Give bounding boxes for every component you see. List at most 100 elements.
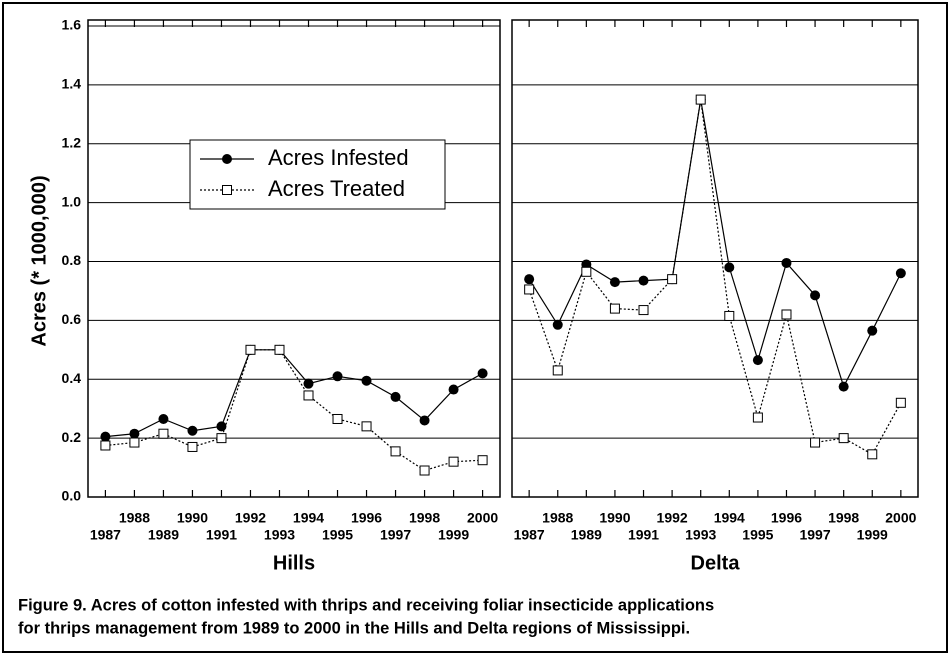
point (332, 413, 343, 424)
point (303, 390, 314, 401)
x-tick-label: 1992 (657, 510, 688, 526)
x-tick-label: 1988 (119, 510, 150, 526)
point (524, 284, 535, 295)
caption-line: for thrips management from 1989 to 2000 … (18, 619, 690, 637)
x-tick-label: 1994 (714, 510, 745, 526)
point (638, 305, 649, 316)
x-tick-label: 1997 (380, 527, 411, 543)
x-tick-label: 1995 (742, 527, 773, 543)
point (448, 384, 459, 395)
caption-line: Figure 9. Acres of cotton infested with … (18, 596, 714, 614)
x-tick-label: 1996 (351, 510, 382, 526)
x-tick-label: 1988 (542, 510, 573, 526)
point (724, 310, 735, 321)
point (303, 378, 314, 389)
x-axis-label: Delta (691, 552, 741, 574)
x-tick-label: 1996 (771, 510, 802, 526)
x-tick-label: 1998 (409, 510, 440, 526)
point (638, 275, 649, 286)
x-tick-label: 1989 (148, 527, 179, 543)
point (332, 371, 343, 382)
legend-label: Acres Infested (268, 145, 409, 170)
x-tick-label: 1999 (857, 527, 888, 543)
point (361, 375, 372, 386)
y-tick-label: 0.0 (62, 488, 82, 504)
point (448, 456, 459, 467)
point (477, 455, 488, 466)
point (752, 412, 763, 423)
point (390, 391, 401, 402)
point (129, 428, 140, 439)
point (477, 368, 488, 379)
point (581, 266, 592, 277)
series-line (105, 349, 483, 438)
point (695, 94, 706, 105)
x-tick-label: 1995 (322, 527, 353, 543)
legend-box (189, 139, 446, 210)
point (100, 431, 111, 442)
point (781, 257, 792, 268)
x-tick-label: 1998 (828, 510, 859, 526)
y-tick-label: 1.6 (62, 17, 82, 33)
x-tick-label: 2000 (467, 510, 498, 526)
x-tick-label: 1990 (599, 510, 630, 526)
x-axis-label: Hills (273, 552, 315, 574)
y-tick-label: 0.6 (62, 311, 82, 327)
x-tick-label: 1987 (90, 527, 121, 543)
point (810, 437, 821, 448)
legend-label: Acres Treated (268, 176, 405, 201)
point (752, 355, 763, 366)
y-tick-label: 1.2 (62, 134, 82, 150)
x-tick-label: 1987 (514, 527, 545, 543)
point (867, 449, 878, 460)
x-tick-label: 1991 (206, 527, 237, 543)
point (187, 425, 198, 436)
point (361, 421, 372, 432)
point (187, 441, 198, 452)
point (216, 433, 227, 444)
y-axis-label: Acres (* 1000,000) (28, 175, 50, 346)
point (838, 381, 849, 392)
x-tick-label: 1989 (571, 527, 602, 543)
point (724, 262, 735, 273)
point (895, 397, 906, 408)
x-tick-label: 1997 (799, 527, 830, 543)
point (609, 277, 620, 288)
x-tick-label: 2000 (885, 510, 916, 526)
point (419, 415, 430, 426)
x-tick-label: 1994 (293, 510, 324, 526)
x-tick-label: 1993 (685, 527, 716, 543)
y-tick-label: 0.4 (62, 370, 82, 386)
y-tick-label: 1.4 (62, 76, 82, 92)
point (781, 309, 792, 320)
point (129, 437, 140, 448)
x-tick-label: 1999 (438, 527, 469, 543)
point (158, 428, 169, 439)
point (390, 446, 401, 457)
point (667, 274, 678, 285)
point (419, 465, 430, 476)
y-tick-label: 1.0 (62, 193, 82, 209)
point (810, 290, 821, 301)
y-tick-label: 0.8 (62, 252, 82, 268)
x-tick-label: 1990 (177, 510, 208, 526)
x-tick-label: 1991 (628, 527, 659, 543)
point (895, 268, 906, 279)
x-tick-label: 1992 (235, 510, 266, 526)
point (838, 433, 849, 444)
point (245, 344, 256, 355)
x-tick-label: 1993 (264, 527, 295, 543)
point (552, 319, 563, 330)
point (867, 325, 878, 336)
point (158, 413, 169, 424)
legend-marker (222, 185, 232, 195)
point (552, 365, 563, 376)
plot-frame (511, 19, 919, 498)
point (609, 303, 620, 314)
point (274, 344, 285, 355)
legend-marker (222, 154, 232, 164)
point (524, 274, 535, 285)
point (100, 440, 111, 451)
